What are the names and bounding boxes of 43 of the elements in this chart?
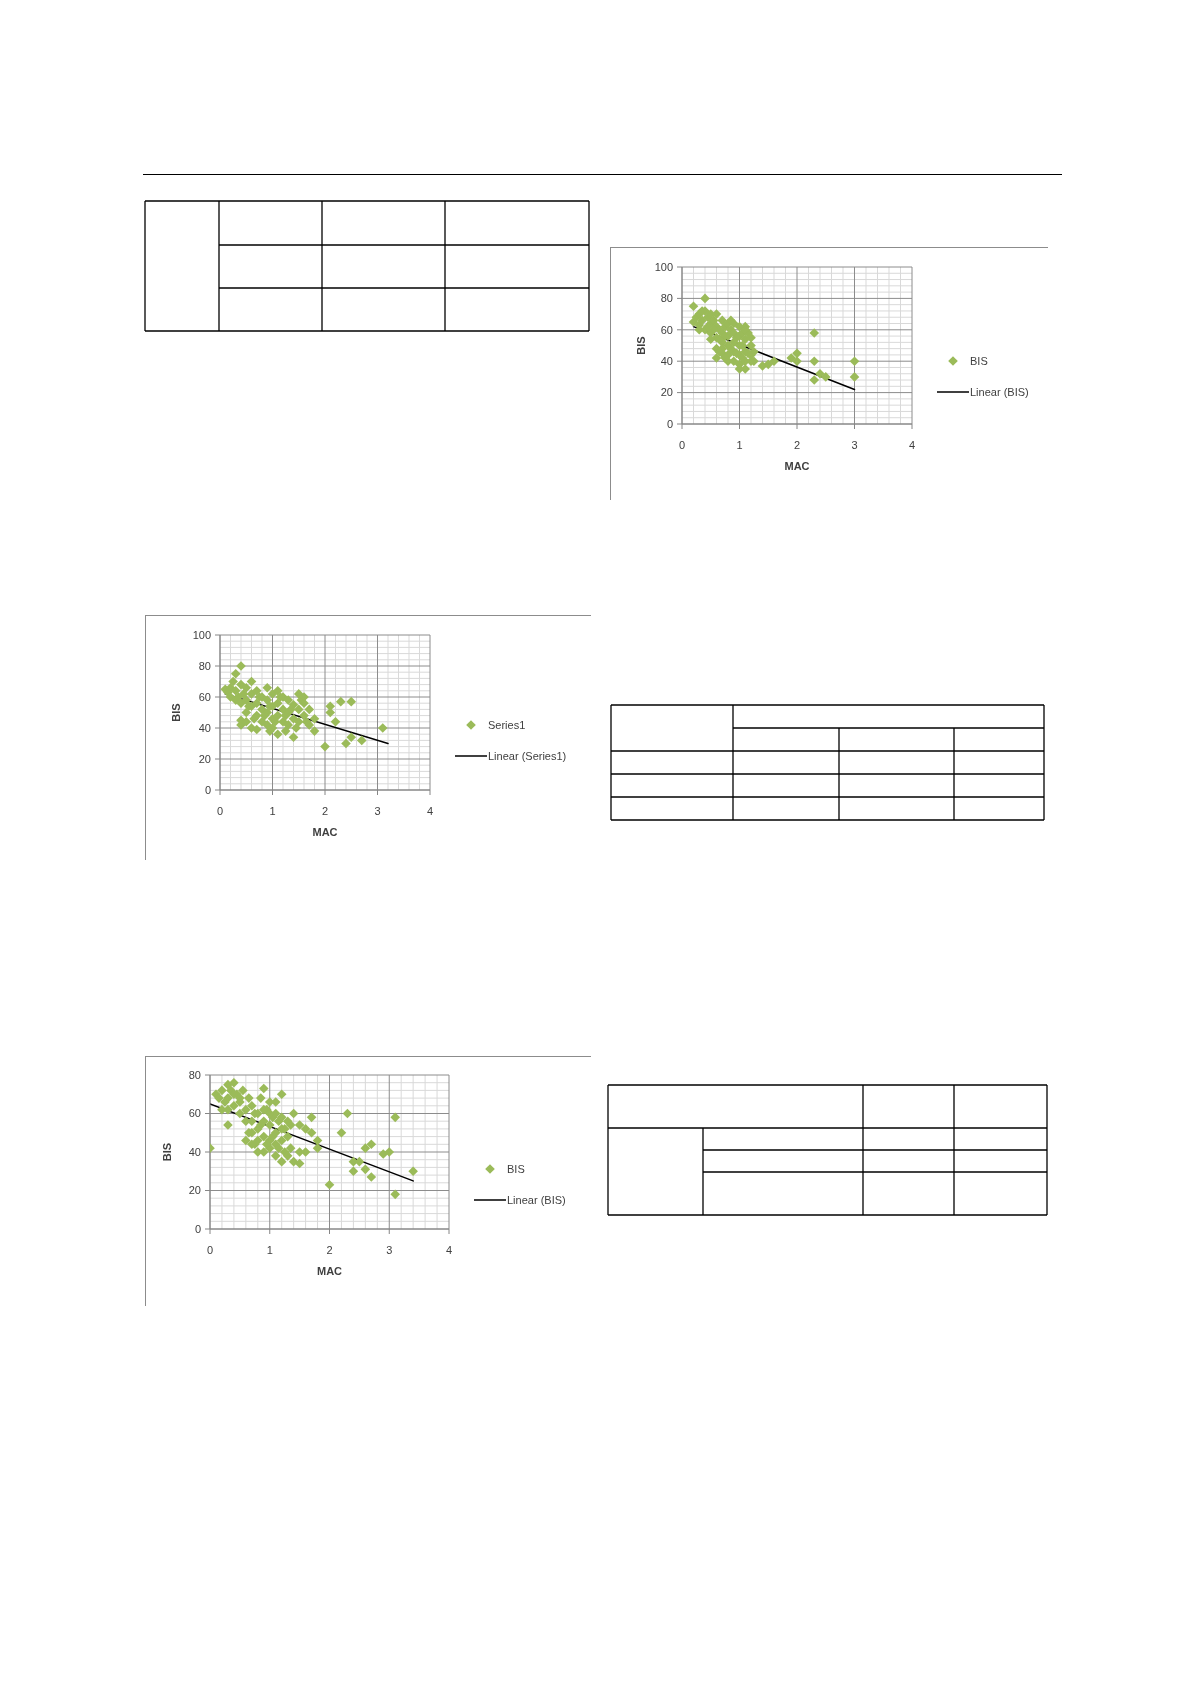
x-tick-label: 3 [386,1243,393,1256]
y-tick-label: 80 [660,292,673,305]
x-tick-label: 2 [793,438,801,451]
legend-label: Linear (Series1) [488,750,567,762]
y-tick-label: 60 [188,1107,201,1120]
legend-label: Series1 [488,719,526,731]
x-axis-title: MAC [784,459,810,472]
y-tick-label: 80 [188,1068,201,1081]
legend-label: BIS [970,355,988,367]
x-tick-label: 1 [736,438,743,451]
x-tick-label: 4 [908,438,916,451]
x-tick-label: 2 [326,1243,333,1256]
y-tick-label: 0 [666,417,673,430]
y-tick-label: 60 [660,323,673,336]
y-tick-label: 100 [192,628,211,641]
x-tick-label: 4 [426,804,434,817]
y-tick-label: 40 [660,355,673,368]
y-tick-label: 20 [660,386,673,399]
x-axis-title: MAC [312,825,338,838]
y-axis-title: BIS [634,336,647,355]
legend-label: Linear (BIS) [970,386,1029,398]
y-axis-title: BIS [169,703,182,722]
x-tick-label: 0 [678,438,686,451]
legend-label: BIS [507,1162,525,1175]
x-tick-label: 4 [445,1243,453,1256]
x-tick-label: 0 [216,804,224,817]
legend-label: Linear (BIS) [507,1193,566,1206]
x-tick-label: 1 [269,804,276,817]
y-tick-label: 60 [198,690,211,703]
y-tick-label: 20 [198,752,211,765]
y-tick-label: 20 [188,1184,201,1197]
x-tick-label: 3 [851,438,858,451]
y-tick-label: 80 [198,659,211,672]
x-tick-label: 3 [374,804,381,817]
y-tick-label: 100 [654,260,673,273]
y-tick-label: 40 [188,1145,201,1158]
y-tick-label: 40 [198,721,211,734]
x-axis-title: MAC [316,1264,343,1277]
x-tick-label: 2 [321,804,329,817]
y-axis-title: BIS [160,1142,173,1162]
y-tick-label: 0 [194,1222,201,1235]
x-tick-label: 1 [266,1243,273,1256]
y-tick-label: 0 [204,783,211,796]
